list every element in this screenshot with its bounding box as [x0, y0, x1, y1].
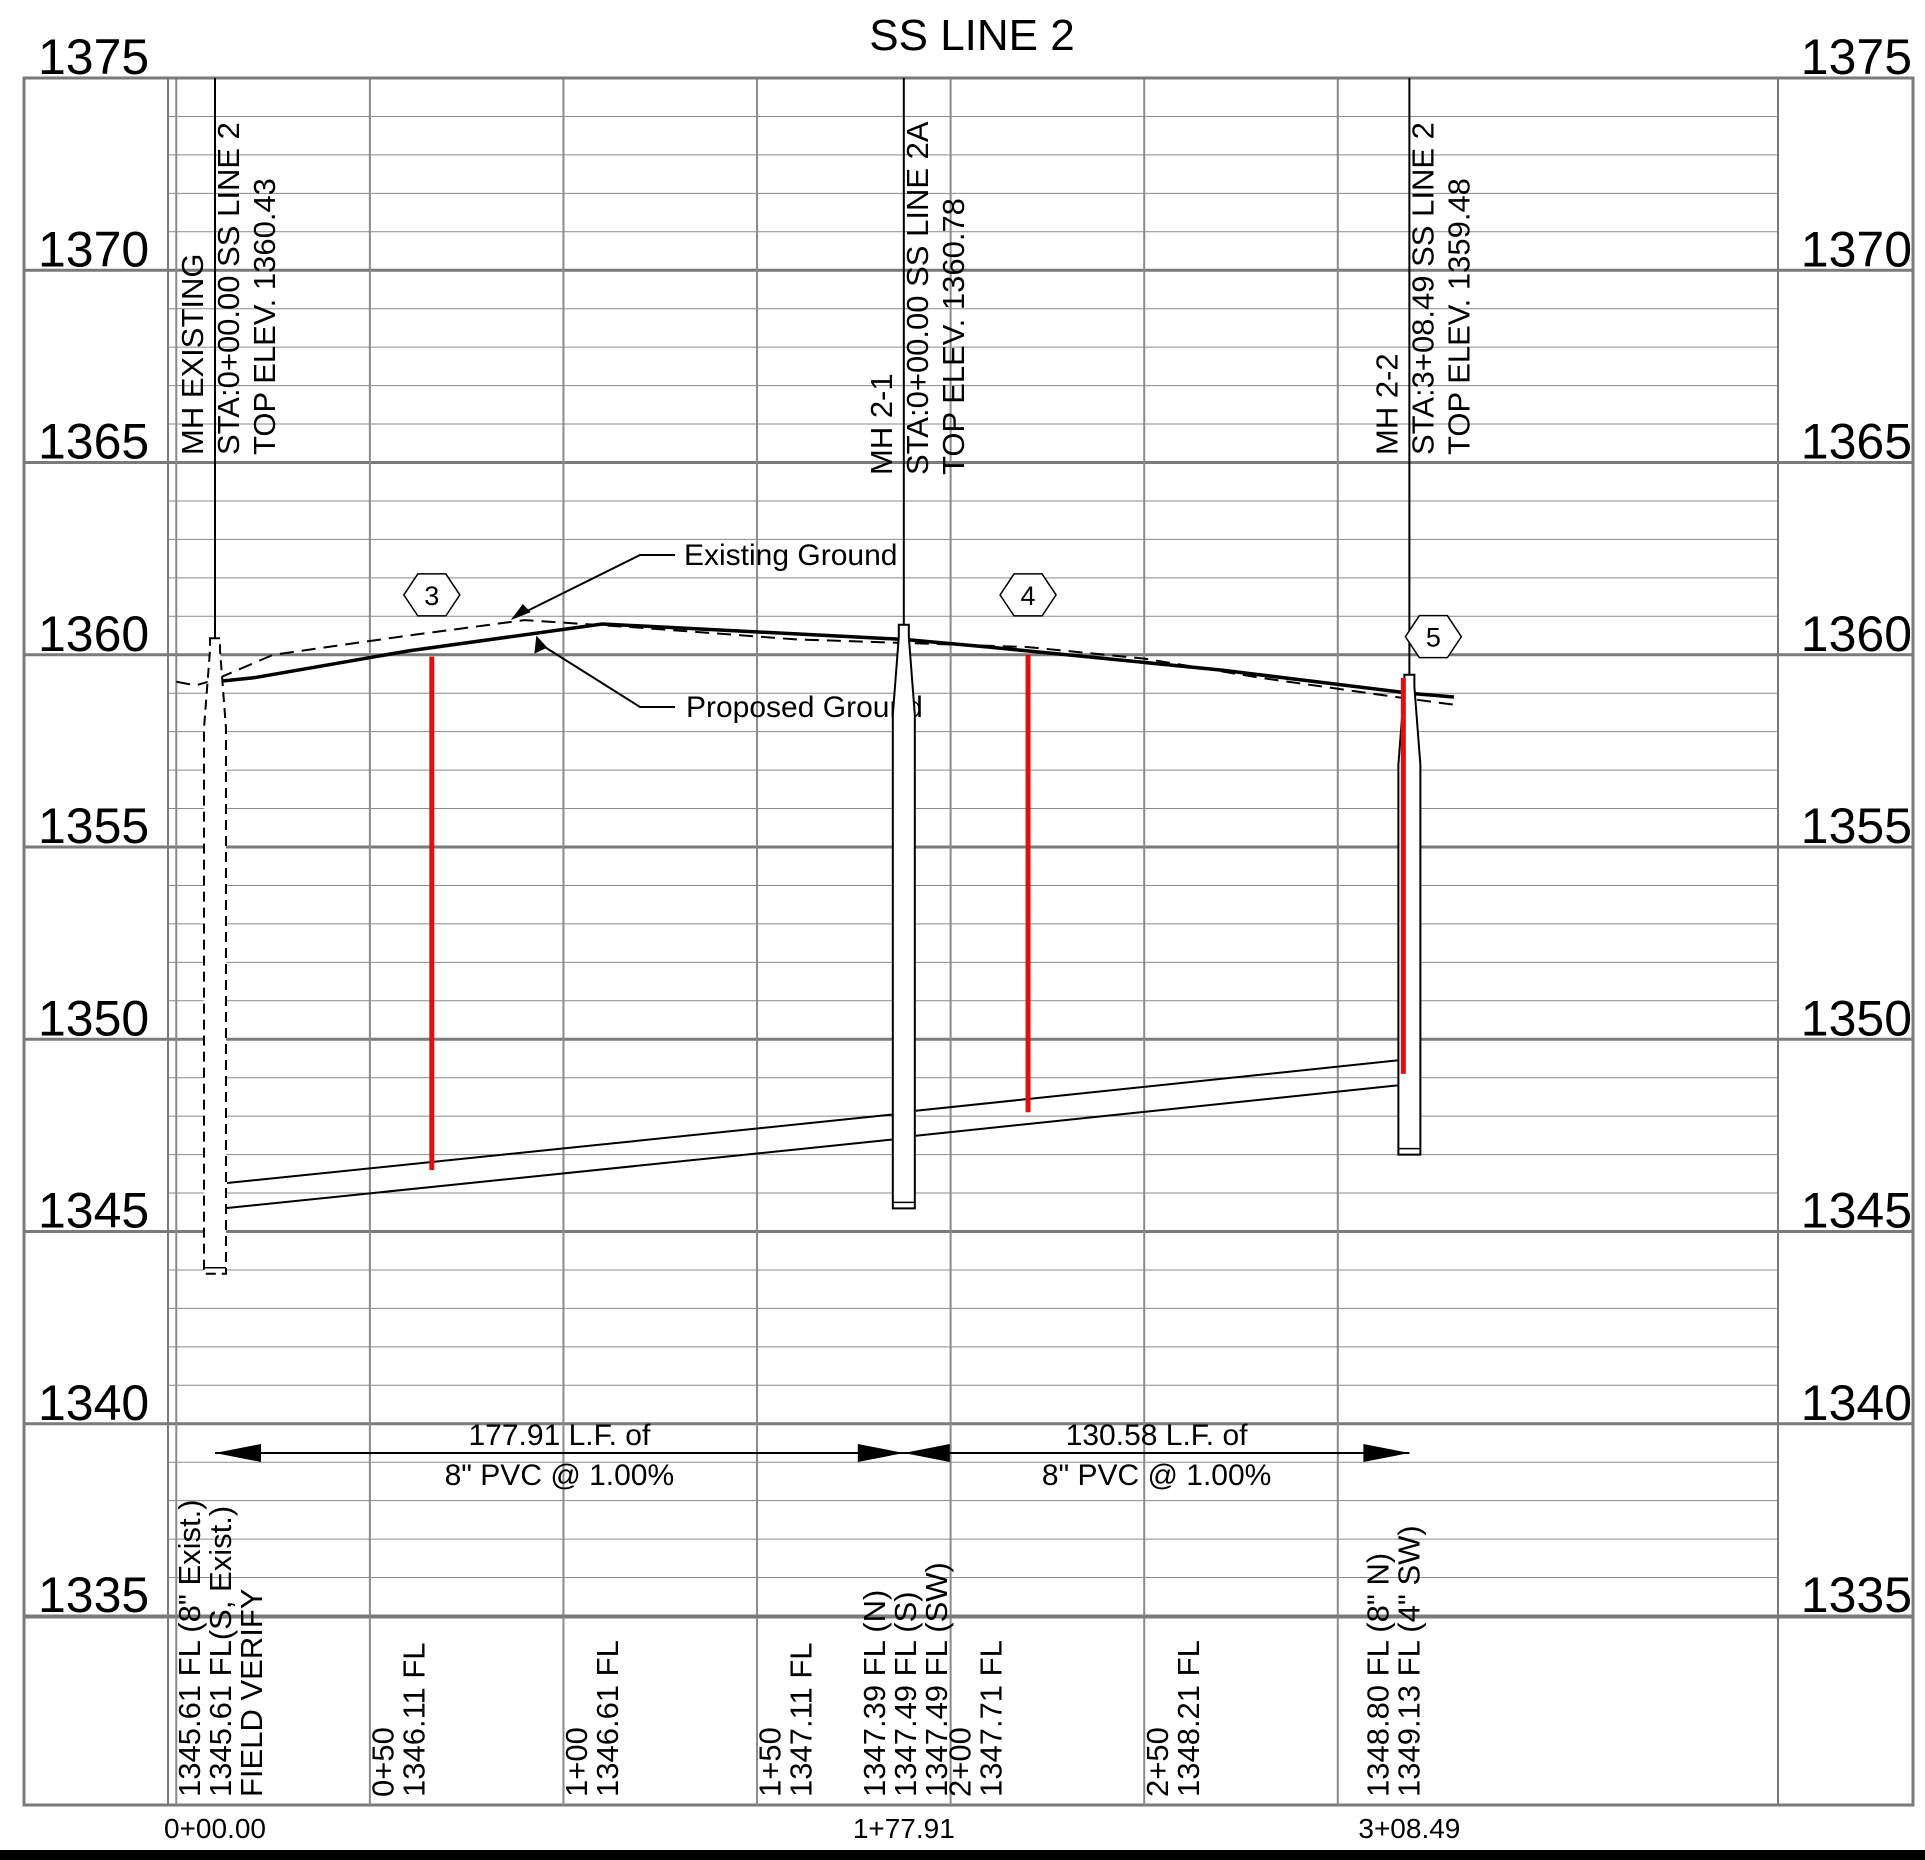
callout-hexagon	[1404, 614, 1463, 659]
station-labels: 0+00.00 1+77.91 3+08.49	[164, 1813, 1460, 1844]
flowline-label: 1+00	[559, 1727, 594, 1797]
proposed-ground-line	[214, 622, 1455, 699]
existing-ground-line	[176, 619, 1455, 706]
elevation-label-right: 1365	[1801, 414, 1912, 470]
pipe-length-label: 177.91 L.F. of	[469, 1419, 651, 1452]
elevation-label-left: 1360	[38, 606, 149, 662]
elevation-label-left: 1335	[38, 1567, 149, 1623]
station-label: 1+77.91	[853, 1813, 955, 1844]
callouts: 3 4 5	[402, 573, 1463, 1170]
station-label: 3+08.49	[1358, 1813, 1460, 1844]
callout-number: 4	[1021, 581, 1036, 611]
manhole-label: TOP ELEV. 1360.78	[936, 198, 971, 475]
manhole-label: TOP ELEV. 1360.43	[247, 178, 282, 455]
manhole: MH EXISTING STA:0+00.00 SS LINE 2 TOP ELEV…	[175, 78, 282, 1275]
elevation-label-left: 1340	[38, 1375, 149, 1431]
proposed-ground-arrow	[534, 635, 548, 654]
flowline-label: 1345.61 FL (8" Exist.)	[172, 1499, 207, 1797]
manhole-label: STA:0+00.00 SS LINE 2A	[900, 121, 935, 475]
flowline-label: 1347.71 FL	[973, 1640, 1008, 1797]
existing-ground-leader	[512, 554, 675, 620]
manhole: MH 2-1 STA:0+00.00 SS LINE 2A TOP ELEV. 13…	[864, 78, 971, 1210]
flowline-label: 1346.11 FL	[396, 1642, 431, 1797]
elevation-label-right: 1360	[1801, 606, 1912, 662]
station-label: 0+00.00	[164, 1813, 266, 1844]
ground-profiles: Existing Ground Proposed Ground	[176, 539, 1455, 724]
elevation-label-right: 1340	[1801, 1375, 1912, 1431]
flowline-label: 1347.39 FL (N)	[857, 1590, 892, 1797]
pipe-dimensions: 177.91 L.F. of8" PVC @ 1.00%130.58 L.F. …	[215, 1419, 1410, 1492]
profile-frame	[22, 76, 1915, 1807]
pipe-invert-line	[226, 1138, 892, 1210]
elevation-label-right: 1345	[1801, 1183, 1912, 1239]
manhole-label: STA:3+08.49 SS LINE 2	[1405, 122, 1440, 455]
pipe-invert-line	[915, 1084, 1398, 1137]
callout-hexagon	[402, 573, 461, 617]
dimension-arrow-right	[857, 1444, 904, 1462]
callout-number: 5	[1426, 623, 1441, 653]
elevation-label-right: 1375	[1801, 29, 1912, 85]
dimension-arrow-right	[1363, 1444, 1410, 1462]
elevation-axis-labels: 1375 1375 1370 1370 1365 1365 1360 1360 1355 1355…	[38, 29, 1912, 1623]
elevation-label-left: 1355	[38, 798, 149, 854]
flowline-label: 1348.80 FL (8" N)	[1361, 1553, 1396, 1797]
pipe-runs	[226, 1059, 1398, 1210]
profile-title: SS LINE 2	[869, 11, 1074, 60]
elevation-label-right: 1370	[1801, 221, 1912, 277]
flowline-label: 1349.13 FL (4" SW)	[1391, 1525, 1426, 1797]
proposed-ground-label: Proposed Ground	[686, 691, 923, 724]
elevation-label-left: 1365	[38, 414, 149, 470]
pipe-length-label: 130.58 L.F. of	[1066, 1419, 1248, 1452]
pipe-dimension: 130.58 L.F. of 8" PVC @ 1.00%	[903, 1419, 1410, 1492]
callout-number: 3	[424, 581, 439, 611]
outer-frame	[22, 76, 1915, 1807]
existing-ground-arrow	[510, 604, 531, 621]
pipe-spec-label: 8" PVC @ 1.00%	[1042, 1459, 1272, 1492]
proposed-ground-leader	[538, 642, 675, 708]
flowline-label: 1348.21 FL	[1171, 1640, 1206, 1797]
manhole-label: MH 2-1	[864, 373, 899, 475]
elevation-label-left: 1345	[38, 1183, 149, 1239]
pipe-dimension: 177.91 L.F. of 8" PVC @ 1.00%	[215, 1419, 904, 1492]
manhole-label: MH EXISTING	[175, 253, 210, 455]
sheet-border-bottom	[0, 1850, 1925, 1860]
elevation-label-right: 1335	[1801, 1567, 1912, 1623]
flowline-label: 0+50	[365, 1727, 400, 1797]
flowline-label: 2+50	[1140, 1727, 1175, 1797]
pipe-crown-line	[226, 1113, 892, 1185]
elevation-label-right: 1355	[1801, 798, 1912, 854]
manhole-label: TOP ELEV. 1359.48	[1441, 178, 1476, 455]
label-band	[170, 1619, 1776, 1803]
callout: 5	[1400, 614, 1463, 1074]
elevation-label-right: 1350	[1801, 990, 1912, 1046]
callout-hexagon	[999, 573, 1057, 617]
flowline-label: FIELD VERIFY	[234, 1589, 269, 1797]
dimension-arrow-left	[215, 1444, 261, 1462]
manhole-label: STA:0+00.00 SS LINE 2	[211, 122, 246, 455]
flowline-label: 1347.49 FL (S)	[888, 1591, 923, 1797]
existing-ground-label: Existing Ground	[684, 539, 897, 572]
manhole-label: MH 2-2	[1369, 353, 1404, 455]
pipe-crown-line	[915, 1059, 1398, 1112]
callout: 4	[999, 573, 1057, 1113]
dimension-arrow-left	[903, 1444, 950, 1462]
manhole-structure	[891, 623, 916, 1210]
elevation-label-left: 1350	[38, 990, 149, 1046]
flowline-label: 1347.11 FL	[784, 1642, 819, 1797]
manhole-structure	[203, 637, 227, 1275]
callout: 3	[402, 573, 461, 1170]
flowline-labels: 1345.61 FL (8" Exist.)1345.61 FL(S, Exis…	[172, 1499, 1427, 1797]
flowline-label: 1346.61 FL	[590, 1640, 625, 1797]
flowline-label: 1345.61 FL(S, Exist.)	[203, 1506, 238, 1797]
flowline-label: 1+50	[753, 1727, 788, 1797]
flowline-label: 2+00	[942, 1727, 977, 1797]
elevation-label-left: 1375	[38, 29, 149, 85]
pipe-spec-label: 8" PVC @ 1.00%	[445, 1459, 675, 1492]
elevation-label-left: 1370	[38, 221, 149, 277]
flowline-label: 1347.49 FL (SW)	[919, 1562, 954, 1797]
